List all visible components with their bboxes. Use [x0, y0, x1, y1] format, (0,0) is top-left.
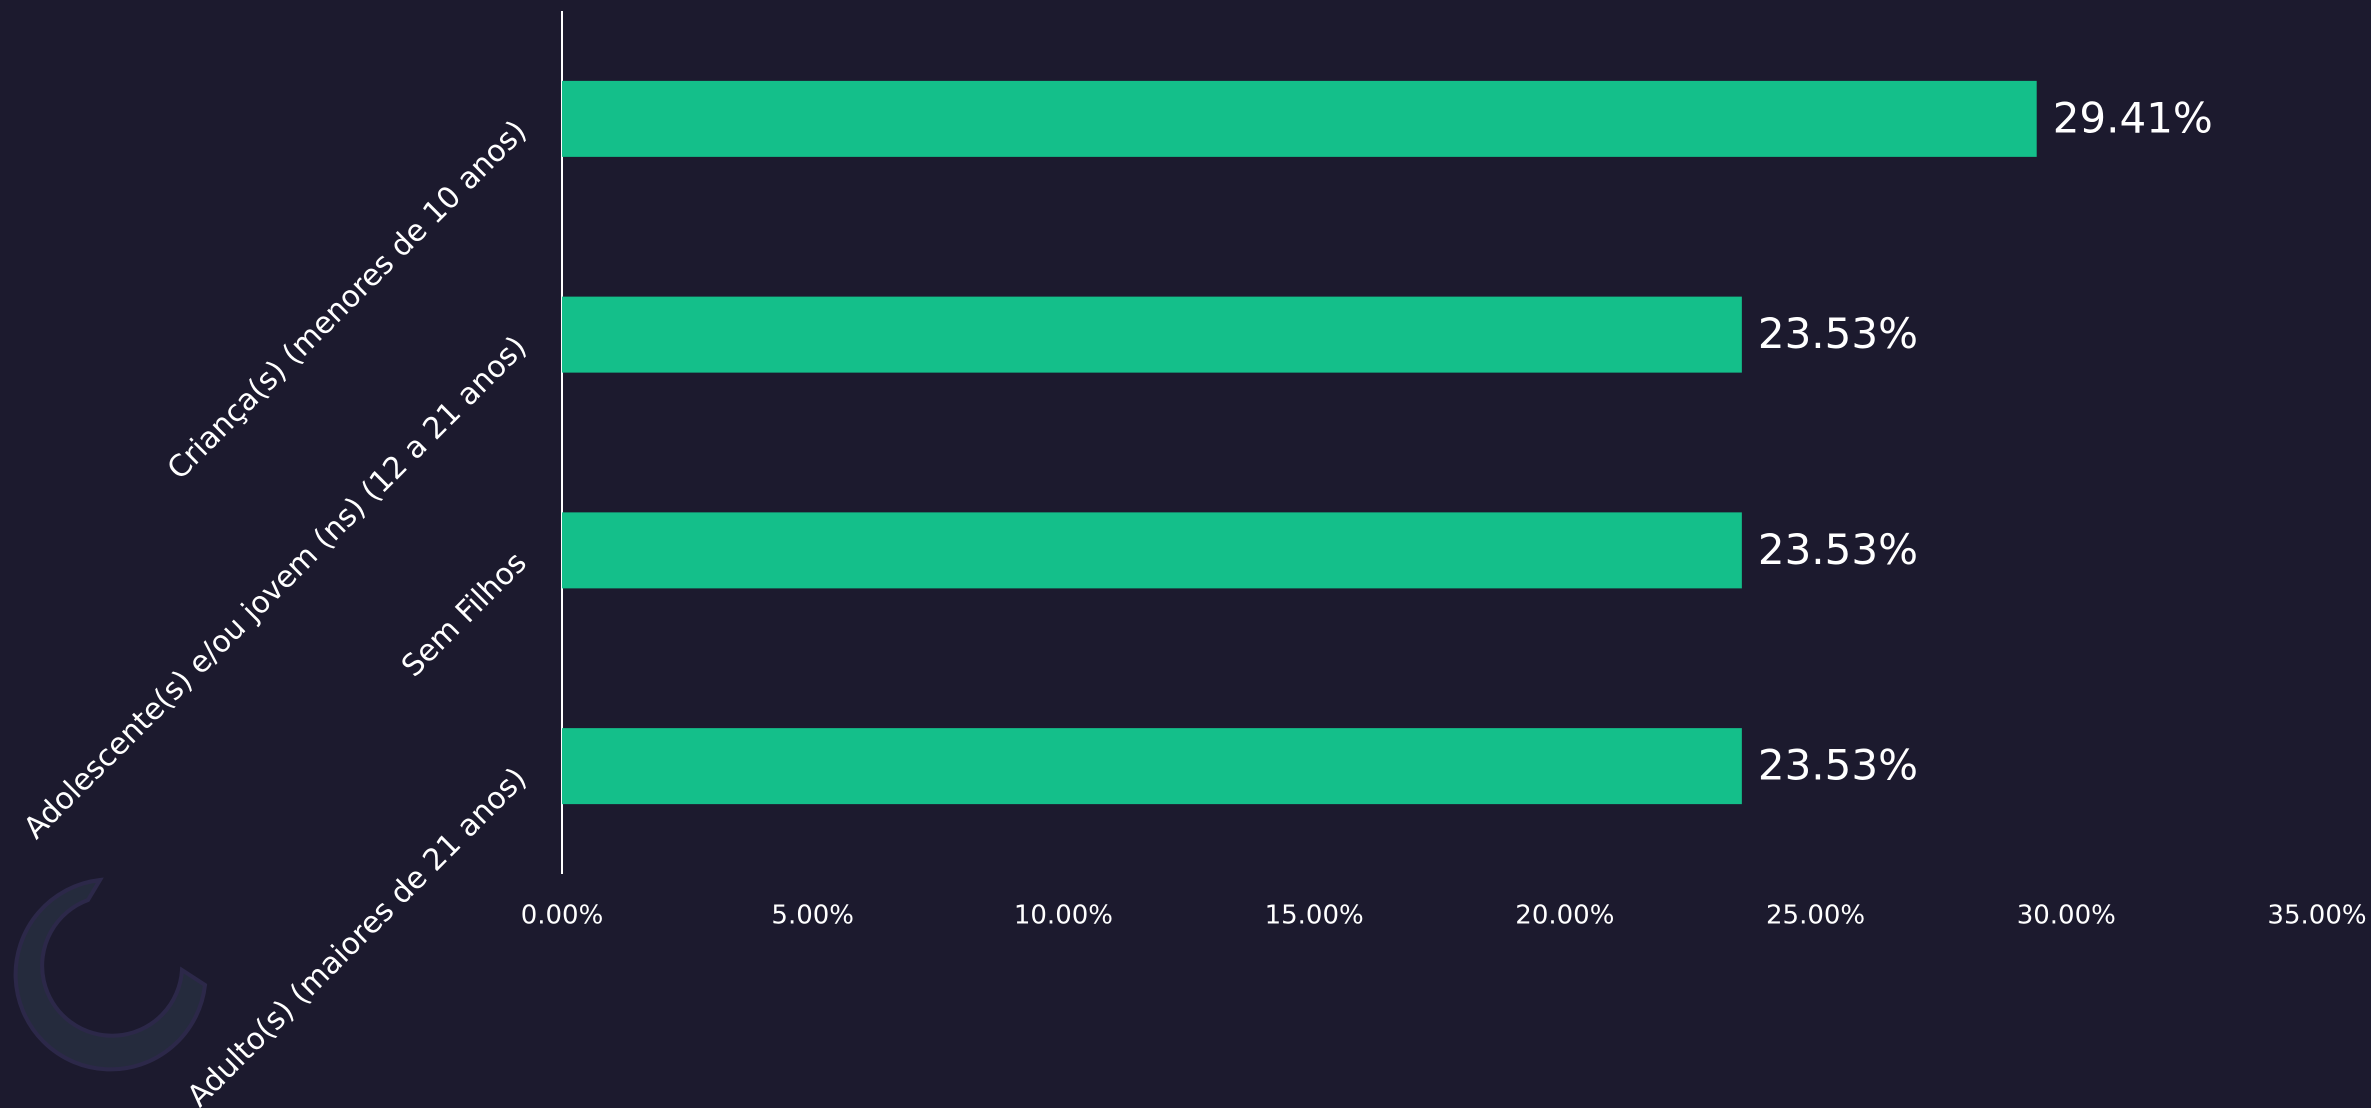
value-label: 23.53%: [1758, 309, 1918, 358]
value-label: 23.53%: [1758, 525, 1918, 574]
category-label: Adulto(s) (maiores de 21 anos): [181, 761, 534, 1108]
category-label: Sem Filhos: [395, 545, 534, 684]
bar: [562, 512, 1742, 589]
category-label: Criança(s) (menores de 10 anos): [161, 114, 534, 487]
x-tick-label: 30.00%: [2017, 901, 2116, 931]
x-tick-label: 25.00%: [1766, 901, 1865, 931]
category-label: Adolescente(s) e/ou jovem (ns) (12 a 21 …: [17, 330, 533, 846]
x-tick-label: 5.00%: [771, 901, 854, 931]
value-label: 29.41%: [2053, 93, 2213, 142]
bar: [562, 728, 1742, 805]
value-label: 23.53%: [1758, 741, 1918, 790]
logo: [13, 877, 208, 1072]
x-tick-label: 0.00%: [521, 901, 604, 931]
x-tick-label: 35.00%: [2267, 901, 2366, 931]
bar: [562, 296, 1742, 373]
x-tick-label: 10.00%: [1014, 901, 1113, 931]
x-tick-label: 15.00%: [1265, 901, 1364, 931]
bar: [562, 80, 2037, 157]
x-tick-label: 20.00%: [1515, 901, 1614, 931]
